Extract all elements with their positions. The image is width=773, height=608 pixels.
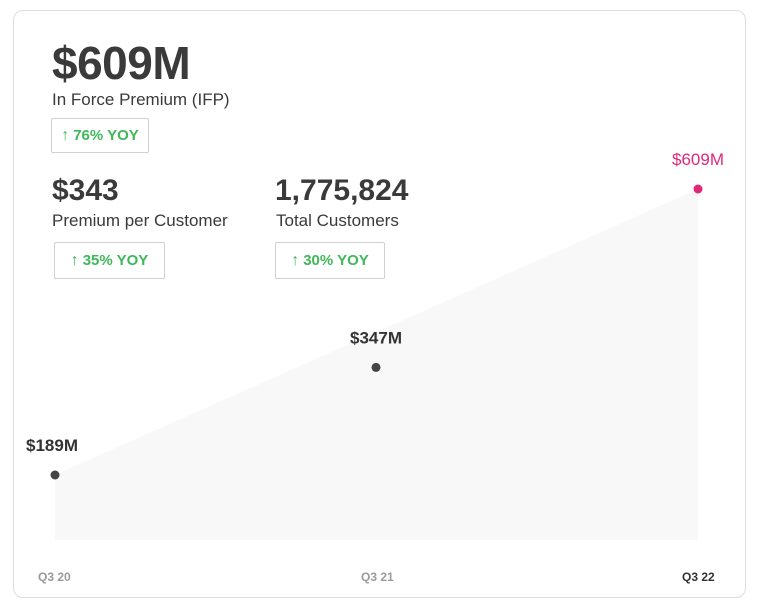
data-point xyxy=(50,470,60,480)
premium-per-customer-yoy-text: 35% YOY xyxy=(82,252,149,269)
x-tick-label: Q3 21 xyxy=(361,570,394,584)
ifp-yoy-badge: ↑ 76% YOY xyxy=(51,118,149,153)
arrow-up-icon: ↑ xyxy=(61,126,70,144)
total-customers-yoy-badge: ↑ 30% YOY xyxy=(275,242,385,279)
data-label: $189M xyxy=(26,436,78,455)
x-tick-label: Q3 20 xyxy=(38,570,71,584)
ifp-value: $609M xyxy=(52,37,191,89)
data-point xyxy=(371,362,381,372)
data-label: $347M xyxy=(350,328,402,347)
premium-per-customer-yoy-badge: ↑ 35% YOY xyxy=(54,242,165,279)
ifp-yoy-text: 76% YOY xyxy=(73,127,139,144)
arrow-up-icon: ↑ xyxy=(291,251,300,269)
premium-per-customer-label: Premium per Customer xyxy=(52,211,228,230)
data-point xyxy=(693,184,703,194)
total-customers-value: 1,775,824 xyxy=(275,174,409,207)
x-tick-label: Q3 22 xyxy=(682,570,715,584)
ifp-label: In Force Premium (IFP) xyxy=(52,90,230,109)
data-label: $609M xyxy=(672,150,724,169)
premium-per-customer-value: $343 xyxy=(52,174,119,207)
total-customers-label: Total Customers xyxy=(276,211,399,230)
arrow-up-icon: ↑ xyxy=(70,251,79,269)
total-customers-yoy-text: 30% YOY xyxy=(303,252,369,269)
